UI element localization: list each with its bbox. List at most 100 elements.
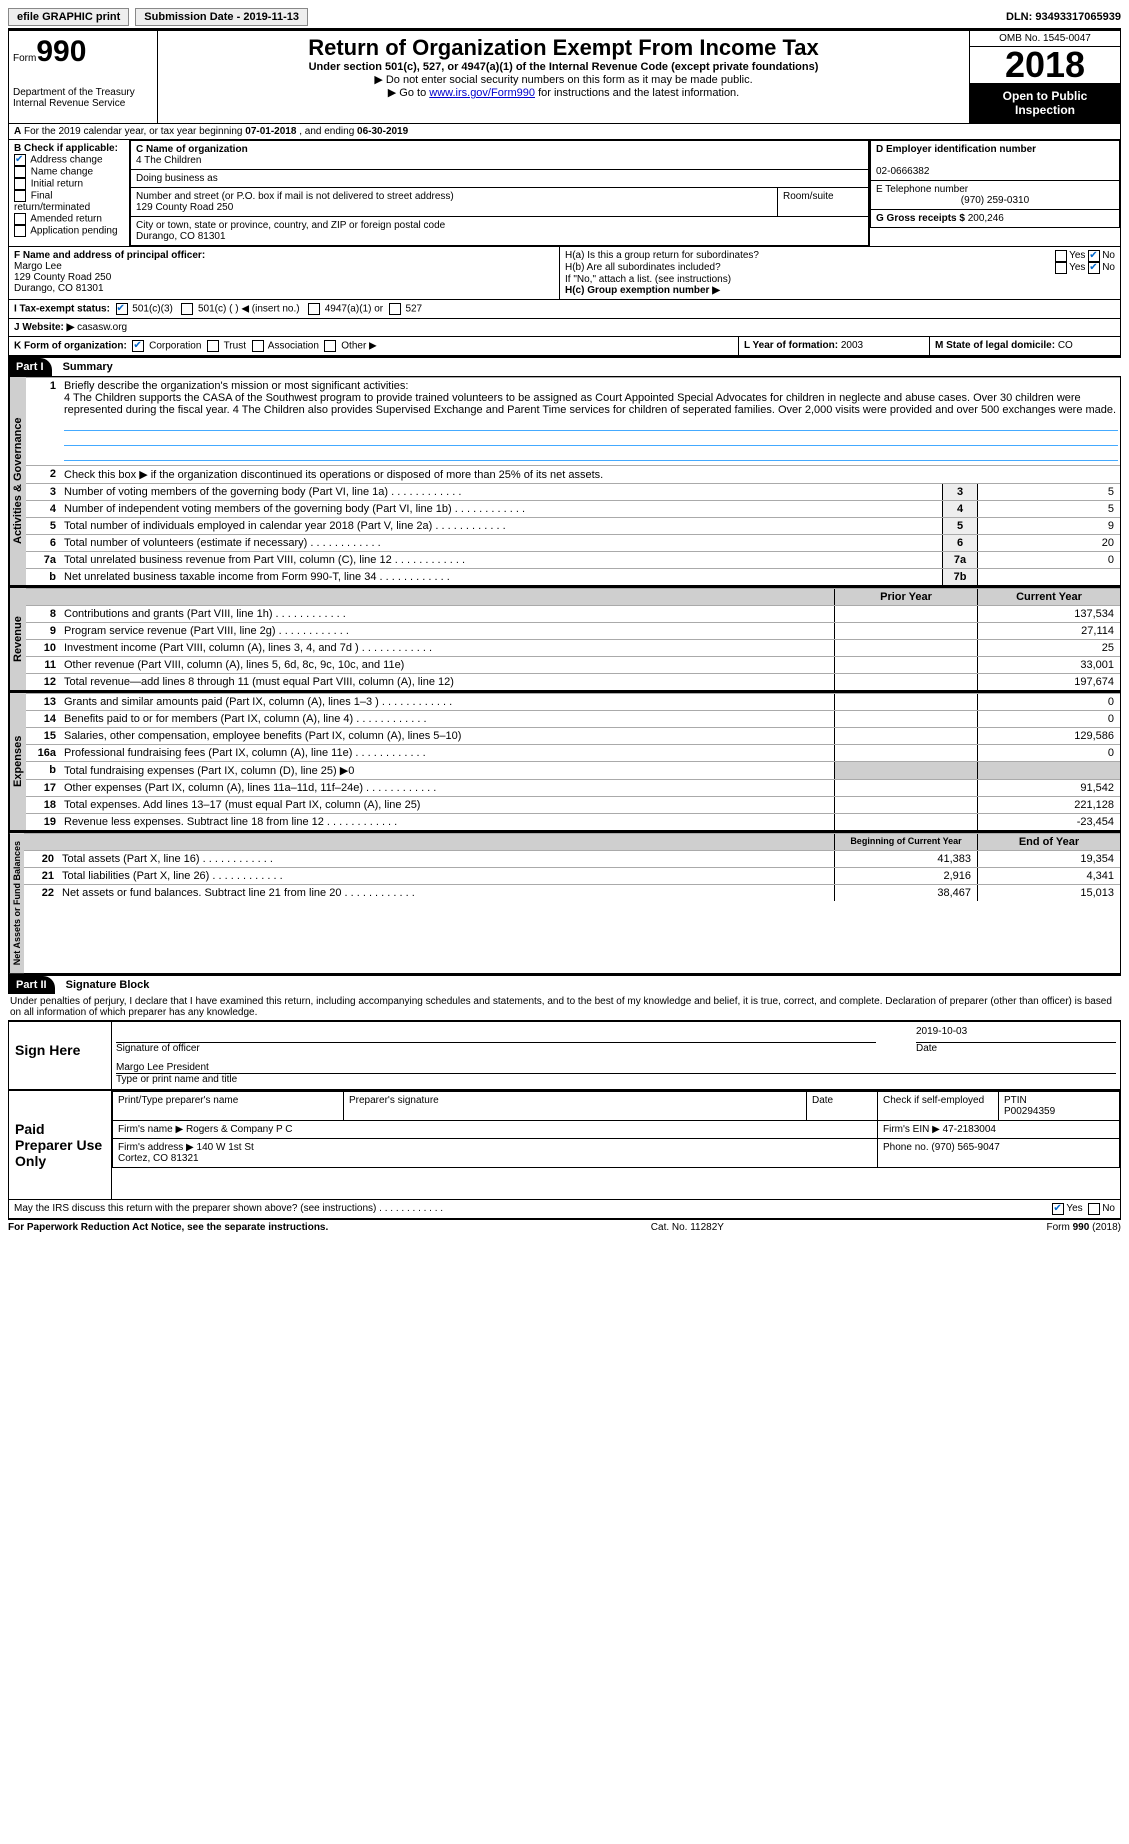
val-6: 20: [977, 535, 1120, 551]
checkbox-icon[interactable]: [181, 303, 193, 315]
prep-date-label: Date: [807, 1092, 878, 1121]
header-left: Form990 Department of the Treasury Inter…: [9, 31, 158, 123]
line-16a: Professional fundraising fees (Part IX, …: [62, 745, 834, 761]
ln-22: 22: [24, 885, 60, 901]
checkbox-icon[interactable]: [1088, 1203, 1100, 1215]
prep-sig-label: Preparer's signature: [344, 1092, 807, 1121]
checkbox-icon[interactable]: [1088, 262, 1100, 274]
ln-blank2: [24, 834, 60, 850]
cb-name[interactable]: Name change: [14, 166, 124, 178]
b-item-4: Amended return: [30, 214, 102, 225]
checkbox-icon[interactable]: [1055, 250, 1067, 262]
firm-addr-label: Firm's address ▶: [118, 1142, 197, 1153]
hb-label: H(b) Are all subordinates included?: [565, 262, 1055, 274]
box-5: 5: [942, 518, 977, 534]
efile-button[interactable]: efile GRAPHIC print: [8, 8, 129, 26]
d-label: D Employer identification number: [876, 144, 1036, 155]
firm-ein: 47-2183004: [943, 1124, 996, 1135]
line-5: Total number of individuals employed in …: [62, 518, 942, 534]
box-7a: 7a: [942, 552, 977, 568]
sign-body: Signature of officer 2019-10-03Date Marg…: [112, 1022, 1120, 1089]
dept-treasury: Department of the Treasury Internal Reve…: [13, 87, 153, 109]
cb-final[interactable]: Final return/terminated: [14, 190, 124, 213]
state-domicile: CO: [1058, 340, 1073, 351]
ln-5: 5: [26, 518, 62, 534]
paid-preparer-label: Paid Preparer Use Only: [9, 1091, 112, 1199]
line-17: Other expenses (Part IX, column (A), lin…: [62, 780, 834, 796]
officer-sig-line[interactable]: [116, 1026, 876, 1043]
officer-addr1: 129 County Road 250: [14, 272, 111, 283]
prior-17: [834, 780, 977, 796]
checkbox-icon[interactable]: [207, 340, 219, 352]
ln-18: 18: [26, 797, 62, 813]
sig-officer-label: Signature of officer: [116, 1043, 200, 1054]
i-527: 527: [405, 304, 422, 315]
checkbox-icon[interactable]: [1088, 250, 1100, 262]
dln-value: 93493317065939: [1035, 11, 1121, 23]
line-14: Benefits paid to or for members (Part IX…: [62, 711, 834, 727]
ln-7b: b: [26, 569, 62, 585]
col-spacer: [62, 589, 834, 605]
begin-year-header: Beginning of Current Year: [834, 834, 977, 850]
checkbox-icon[interactable]: [1052, 1203, 1064, 1215]
sig-date: 2019-10-03: [916, 1026, 1116, 1043]
cb-amended[interactable]: Amended return: [14, 213, 124, 225]
val-4: 5: [977, 501, 1120, 517]
subdate-label: Submission Date -: [144, 11, 243, 23]
cb-initial[interactable]: Initial return: [14, 178, 124, 190]
cur-12: 197,674: [977, 674, 1120, 690]
line-4: Number of independent voting members of …: [62, 501, 942, 517]
dln-label: DLN:: [1006, 11, 1035, 23]
checkbox-icon[interactable]: [252, 340, 264, 352]
form-title: Return of Organization Exempt From Incom…: [162, 35, 965, 61]
org-name: 4 The Children: [136, 155, 201, 166]
e-label: E Telephone number: [876, 184, 968, 195]
prior-8: [834, 606, 977, 622]
firm-name: Rogers & Company P C: [186, 1124, 293, 1135]
prior-15: [834, 728, 977, 744]
checkbox-icon[interactable]: [324, 340, 336, 352]
header-right: OMB No. 1545-0047 2018 Open to Public In…: [969, 31, 1120, 123]
b-item-2: Initial return: [31, 179, 83, 190]
ln-19: 19: [26, 814, 62, 830]
line-11: Other revenue (Part VIII, column (A), li…: [62, 657, 834, 673]
subtitle-2: ▶ Do not enter social security numbers o…: [162, 73, 965, 86]
top-bar: efile GRAPHIC print Submission Date - 20…: [8, 8, 1121, 30]
revenue-section: Revenue Prior YearCurrent Year 8Contribu…: [8, 586, 1121, 691]
checkbox-icon: [14, 178, 26, 190]
section-j: J Website: ▶ casasw.org: [8, 319, 1121, 337]
checkbox-icon: [14, 190, 26, 202]
cb-pending[interactable]: Application pending: [14, 225, 124, 237]
irs-link[interactable]: www.irs.gov/Form990: [429, 87, 535, 99]
yes: Yes: [1069, 262, 1085, 274]
cur-14: 0: [977, 711, 1120, 727]
cur-15: 129,586: [977, 728, 1120, 744]
type-name-label: Type or print name and title: [116, 1074, 237, 1085]
checkbox-icon[interactable]: [132, 340, 144, 352]
paid-preparer-row: Paid Preparer Use Only Print/Type prepar…: [8, 1090, 1121, 1200]
i-501c3: 501(c)(3): [132, 304, 173, 315]
no: No: [1102, 262, 1115, 274]
cur-9: 27,114: [977, 623, 1120, 639]
cur-13: 0: [977, 694, 1120, 710]
checkbox-icon[interactable]: [389, 303, 401, 315]
ln-16a: 16a: [26, 745, 62, 761]
cb-address[interactable]: Address change: [14, 154, 124, 166]
checkbox-icon[interactable]: [1055, 262, 1067, 274]
begin-20: 41,383: [834, 851, 977, 867]
part2-num: Part II: [8, 976, 55, 994]
line-19: Revenue less expenses. Subtract line 18 …: [62, 814, 834, 830]
g-label: G Gross receipts $: [876, 213, 968, 224]
ptin: P00294359: [1004, 1106, 1055, 1117]
checkbox-icon[interactable]: [308, 303, 320, 315]
checkbox-icon[interactable]: [116, 303, 128, 315]
footer-left: For Paperwork Reduction Act Notice, see …: [8, 1222, 328, 1233]
line-13: Grants and similar amounts paid (Part IX…: [62, 694, 834, 710]
date-label: Date: [916, 1043, 937, 1054]
section-bcdefgh: B Check if applicable: Address change Na…: [8, 140, 1121, 247]
ln-15: 15: [26, 728, 62, 744]
current-year-header: Current Year: [977, 589, 1120, 605]
cur-11: 33,001: [977, 657, 1120, 673]
vtab-revenue: Revenue: [9, 588, 26, 690]
ln-16b: b: [26, 762, 62, 779]
